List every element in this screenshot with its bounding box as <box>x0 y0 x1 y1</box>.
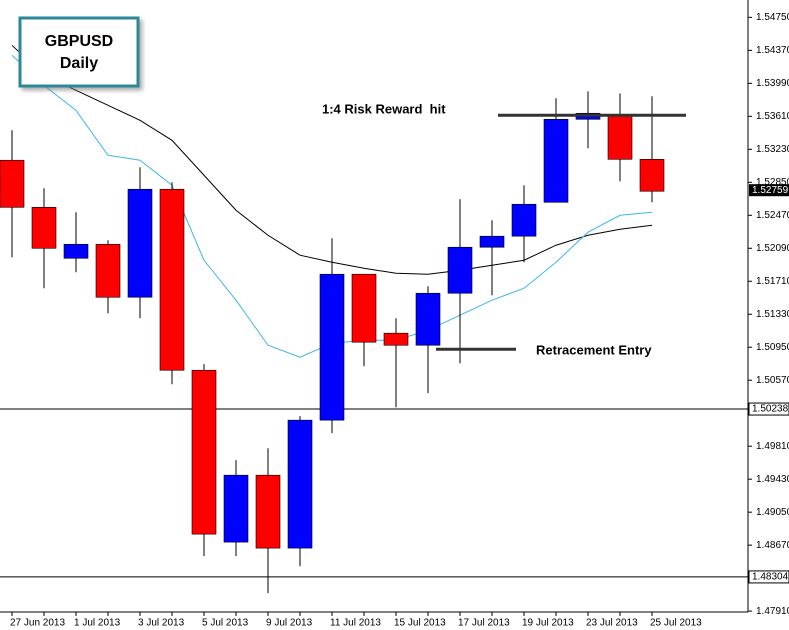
candle-body <box>319 273 345 421</box>
y-tick-label: 1.53990 <box>756 78 789 89</box>
candle-body <box>447 246 473 294</box>
y-tick-label: 1.51330 <box>756 309 789 320</box>
candle-body <box>159 188 185 371</box>
y-tick-label: 1.52090 <box>756 243 789 254</box>
y-tick-label: 1.54750 <box>756 12 789 23</box>
price-line-label-box <box>748 570 789 584</box>
y-tick-label: 1.49430 <box>756 474 789 485</box>
y-tick-label: 1.48670 <box>756 540 789 551</box>
candle-body <box>511 203 537 237</box>
candle-body <box>127 188 153 298</box>
overlay: 1.54750 1.54370 1.53990 1.53610 1.53230 1.528… <box>10 12 789 629</box>
x-tick-label: 25 Jul 2013 <box>650 618 702 629</box>
candle-body <box>415 292 441 346</box>
x-tick-label: 11 Jul 2013 <box>330 618 381 629</box>
y-tick-label: 1.47910 <box>756 606 789 617</box>
y-tick-label: 1.49810 <box>756 441 789 452</box>
current-price-label: 1.52759 <box>752 185 789 196</box>
x-tick-label: 1 Jul 2013 <box>74 618 121 629</box>
candle-body <box>351 273 377 343</box>
price-line-label: 1.48304 <box>752 572 789 583</box>
x-tick-label: 5 Jul 2013 <box>202 618 249 629</box>
y-tick-label: 1.50950 <box>756 342 789 353</box>
title-box <box>18 16 140 88</box>
candle-body <box>191 369 217 535</box>
y-tick-label: 1.54370 <box>756 45 789 56</box>
annotation-text: Retracement Entry <box>536 342 652 357</box>
x-tick-label: 9 Jul 2013 <box>266 618 313 629</box>
candle-body <box>543 118 569 203</box>
plot-area <box>0 44 748 594</box>
chart-subtitle: Daily <box>60 55 98 72</box>
current-price-box <box>749 184 789 197</box>
candle-body <box>63 243 89 259</box>
candle-body <box>0 159 25 208</box>
y-tick-label: 1.53610 <box>756 111 789 122</box>
y-tick-label: 1.52470 <box>756 210 789 221</box>
price-line-label: 1.50238 <box>752 404 789 415</box>
annotation-text: 1:4 Risk Reward hit <box>322 101 446 116</box>
y-tick-label: 1.50570 <box>756 375 789 386</box>
x-tick-label: 23 Jul 2013 <box>586 618 638 629</box>
x-tick-label: 17 Jul 2013 <box>458 618 510 629</box>
y-tick-label: 1.52850 <box>756 177 789 188</box>
candle-body <box>223 474 249 543</box>
price-line-label-box <box>748 402 789 416</box>
x-tick-label: 19 Jul 2013 <box>522 618 574 629</box>
candle-body <box>287 419 313 549</box>
candle-body <box>639 158 665 192</box>
candle-body <box>383 332 409 346</box>
y-tick-label: 1.49050 <box>756 507 789 518</box>
candle-body <box>255 474 281 549</box>
x-tick-label: 27 Jun 2013 <box>10 618 65 629</box>
x-tick-label: 3 Jul 2013 <box>138 618 185 629</box>
candle-body <box>607 114 633 160</box>
y-tick-label: 1.53230 <box>756 144 789 155</box>
x-tick-label: 15 Jul 2013 <box>394 618 446 629</box>
y-tick-label: 1.51710 <box>756 276 789 287</box>
candle-body <box>479 235 505 248</box>
candle-body <box>31 206 57 249</box>
candle-body <box>95 243 121 298</box>
chart-title: GBPUSD <box>45 33 113 50</box>
